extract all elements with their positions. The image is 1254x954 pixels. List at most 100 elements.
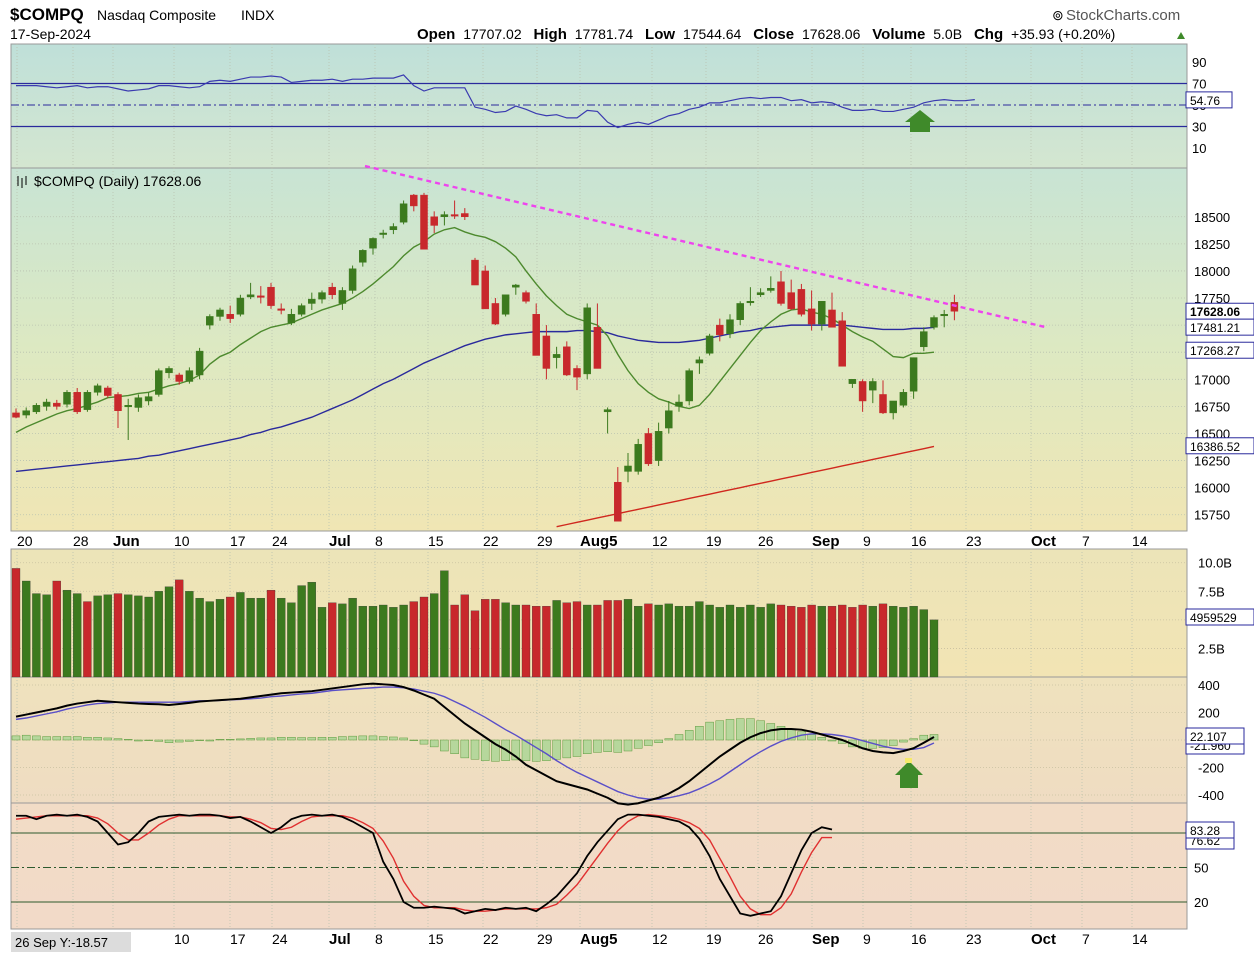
volume-bar	[205, 601, 214, 678]
chart-date: 17-Sep-2024	[10, 26, 91, 42]
price-y-tick: 16250	[1194, 454, 1230, 469]
candle-body	[736, 303, 744, 320]
x-tick-label: 15	[428, 533, 444, 549]
volume-value-label: 4959529	[1190, 611, 1237, 625]
x-tick-label: 28	[73, 533, 89, 549]
ohlc-readout: Open 17707.02 High 17781.74 Low 17544.64…	[417, 26, 1115, 43]
candle-body	[522, 292, 530, 302]
macd-histogram-bar	[236, 738, 245, 741]
rsi-panel[interactable]	[10, 43, 1188, 169]
volume-bar	[134, 595, 143, 678]
macd-histogram-bar	[603, 739, 612, 752]
macd-histogram-bar	[480, 739, 490, 761]
volume-bar	[307, 581, 316, 678]
candle-body	[450, 214, 459, 217]
volume-bar	[113, 593, 123, 678]
macd-histogram-bar	[103, 737, 113, 741]
x-tick-label: 20	[17, 533, 33, 549]
chg-label: Chg	[974, 26, 1003, 43]
candle-body	[348, 268, 357, 291]
brand[interactable]: StockCharts.com	[1066, 7, 1180, 24]
price-y-tick: 15750	[1194, 508, 1230, 523]
volume-bar	[215, 599, 225, 678]
x-tick-label: 16	[911, 533, 927, 549]
candle-body	[53, 402, 61, 407]
low-value: 17544.64	[683, 26, 742, 42]
volume-bar	[583, 604, 592, 678]
x-tick-label-bottom: 26	[758, 931, 774, 947]
candle-body	[777, 281, 785, 304]
candle-body	[838, 320, 846, 367]
macd-histogram-bar	[307, 737, 317, 741]
candle-body	[195, 350, 204, 376]
candle-body	[807, 308, 816, 325]
macd-histogram-bar	[613, 739, 623, 753]
volume-bar	[175, 579, 184, 678]
candle-body	[532, 314, 540, 356]
volume-bar	[868, 605, 877, 678]
volume-bar	[32, 593, 41, 678]
candle-body	[858, 381, 867, 402]
price-y-tick: 16750	[1194, 399, 1230, 414]
volume-bar	[52, 580, 61, 678]
candle-body	[206, 316, 214, 326]
volume-bar	[317, 607, 327, 678]
volume-bar	[787, 605, 796, 678]
candle-body	[695, 359, 704, 364]
macd-histogram-bar	[225, 739, 235, 741]
candle-body	[848, 379, 857, 384]
volume-bar	[899, 607, 908, 678]
candle-body	[430, 216, 438, 226]
open-value: 17707.02	[463, 26, 522, 42]
volume-bar	[521, 604, 531, 678]
candle-body	[787, 292, 795, 310]
volume-bar	[103, 594, 112, 678]
x-tick-label: 14	[1132, 533, 1148, 549]
macd-histogram-bar	[705, 721, 714, 741]
candle-body	[42, 401, 51, 407]
macd-histogram-bar	[164, 739, 174, 743]
stoch-y-tick: 20	[1194, 895, 1208, 910]
x-tick-label: Aug5	[580, 533, 618, 550]
candle-body	[277, 308, 285, 311]
macd-histogram-bar	[511, 739, 521, 761]
x-tick-label: Jun	[113, 533, 140, 550]
macd-histogram-bar	[62, 736, 72, 741]
candle-body	[828, 309, 836, 328]
low-label: Low	[645, 26, 675, 43]
rsi-y-tick: 70	[1192, 77, 1206, 92]
volume-bar	[889, 605, 898, 678]
candle-body	[399, 203, 408, 223]
candle-body	[22, 410, 30, 416]
macd-histogram-bar	[878, 739, 888, 748]
candle-body	[481, 270, 489, 310]
candle-body	[114, 394, 122, 411]
volume-bar	[674, 605, 684, 678]
x-tick-label: 8	[375, 533, 383, 549]
volume-bar	[746, 604, 755, 678]
brand-logo: ⊚	[1052, 7, 1064, 23]
macd-histogram-bar	[756, 720, 765, 741]
price-value-tag	[1185, 318, 1254, 336]
macd-histogram-bar	[378, 736, 388, 741]
candle-body	[379, 232, 387, 235]
x-tick-label: 19	[706, 533, 722, 549]
x-tick-label-bottom: 10	[174, 931, 190, 947]
macd-histogram-bar	[746, 718, 755, 741]
macd-up-arrow-icon	[895, 761, 923, 788]
price-panel-title: $COMPQ (Daily) 17628.06	[34, 173, 202, 189]
macd-histogram-bar	[440, 739, 449, 752]
volume-label: Volume	[872, 26, 925, 43]
stoch-panel[interactable]	[10, 802, 1188, 930]
volume-y-tick: 2.5B	[1198, 641, 1225, 656]
x-tick-label-bottom: Aug5	[580, 931, 618, 948]
volume-bar	[277, 597, 286, 678]
candle-body	[573, 368, 581, 378]
candle-body	[634, 444, 642, 472]
macd-y-tick: -200	[1198, 761, 1224, 776]
macd-histogram-bar	[633, 739, 643, 749]
candle-body	[155, 370, 163, 395]
macd-histogram-bar	[542, 739, 551, 761]
volume-bar	[572, 601, 582, 678]
